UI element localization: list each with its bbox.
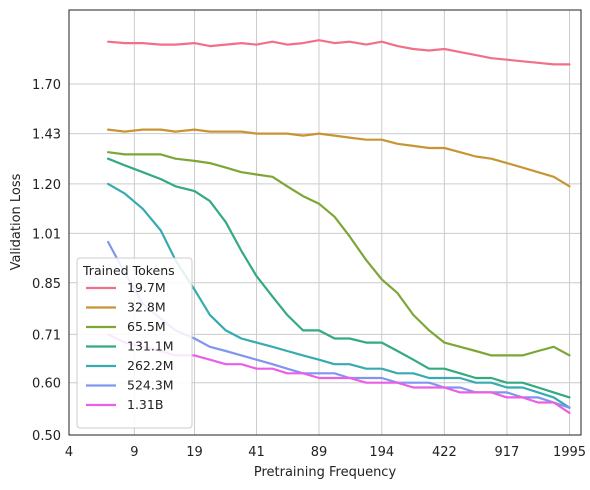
legend-label: 131.1M xyxy=(127,339,174,354)
x-tick-label: 19 xyxy=(186,445,203,460)
x-tick-label: 89 xyxy=(311,445,328,460)
y-tick-label: 1.01 xyxy=(32,227,61,242)
x-tick-label: 9 xyxy=(130,445,138,460)
legend-label: 19.7M xyxy=(127,280,166,295)
x-tick-label: 194 xyxy=(369,445,394,460)
y-axis-label: Validation Loss xyxy=(9,173,24,270)
x-axis-label: Pretraining Frequency xyxy=(254,465,397,480)
legend: Trained Tokens 19.7M 32.8M 65.5M 131.1M 262.… xyxy=(76,257,193,429)
legend-title: Trained Tokens xyxy=(82,263,175,278)
y-tick-label: 0.60 xyxy=(32,377,61,392)
y-tick-label: 0.71 xyxy=(32,328,61,343)
x-tick-label: 41 xyxy=(248,445,265,460)
y-tick-label: 1.43 xyxy=(32,128,61,143)
x-tick-label: 4 xyxy=(65,445,73,460)
legend-label: 524.3M xyxy=(127,378,174,393)
legend-label: 65.5M xyxy=(127,319,166,334)
y-tick-label: 1.20 xyxy=(32,178,61,193)
legend-label: 262.2M xyxy=(127,358,174,373)
series-line-65-5m xyxy=(106,151,571,357)
legend-label: 1.31B xyxy=(127,397,163,412)
x-tick-label: 422 xyxy=(432,445,457,460)
y-axis-ticks: 0.50 0.60 0.71 0.85 1.01 1.20 1.43 1.70 xyxy=(32,78,61,444)
series-line-131-1m xyxy=(106,157,571,399)
legend-label: 32.8M xyxy=(127,300,166,315)
x-tick-label: 917 xyxy=(494,445,519,460)
x-axis-ticks: 4 9 19 41 89 194 422 917 1995 xyxy=(65,445,586,460)
y-tick-label: 0.50 xyxy=(32,429,61,444)
y-tick-label: 0.85 xyxy=(32,277,61,292)
plot-frame xyxy=(68,9,582,436)
series-line-32-8m xyxy=(106,128,571,188)
y-tick-label: 1.70 xyxy=(32,78,61,93)
series-line-19-7m xyxy=(106,39,571,66)
x-tick-label: 1995 xyxy=(553,445,586,460)
